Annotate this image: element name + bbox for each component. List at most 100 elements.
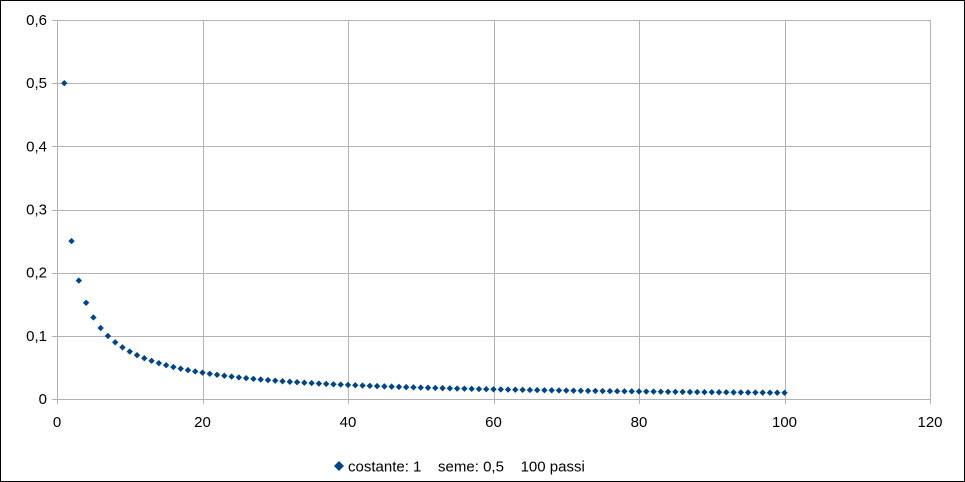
- data-point: [512, 386, 519, 393]
- data-point: [650, 388, 657, 395]
- y-tick-label: 0: [39, 391, 47, 408]
- data-point: [272, 377, 279, 384]
- legend: costante: 1 seme: 0,5 100 passi: [334, 459, 585, 476]
- data-point: [541, 387, 548, 394]
- data-point: [213, 371, 221, 379]
- x-tick-label: 40: [340, 414, 357, 431]
- x-tick-label: 120: [917, 414, 942, 431]
- data-point: [235, 374, 243, 381]
- data-point: [686, 388, 694, 396]
- data-point: [133, 351, 141, 359]
- data-point: [148, 357, 155, 365]
- data-point: [112, 339, 119, 346]
- data-point: [141, 354, 148, 362]
- data-point: [264, 376, 272, 384]
- data-point: [555, 387, 563, 394]
- data-point: [337, 381, 344, 388]
- data-point: [359, 382, 366, 389]
- data-point: [381, 383, 388, 390]
- data-point: [635, 388, 643, 395]
- data-point: [694, 388, 701, 396]
- data-point: [388, 383, 395, 390]
- data-point: [417, 384, 424, 391]
- data-point: [126, 348, 133, 355]
- y-axis-tick-labels: 0 0,1 0,2 0,3 0,4 0,5 0,6: [26, 12, 47, 408]
- data-point: [759, 389, 766, 396]
- data-point: [453, 385, 461, 392]
- data-point: [723, 389, 730, 396]
- data-point: [628, 388, 635, 395]
- data-point: [781, 389, 788, 397]
- data-point: [664, 388, 672, 395]
- data-point: [606, 387, 614, 395]
- data-point: [432, 384, 439, 392]
- data-point: [424, 384, 432, 391]
- data-point: [599, 387, 606, 395]
- y-tick-label: 0,6: [26, 12, 47, 29]
- y-tick-label: 0,4: [26, 138, 47, 155]
- data-point: [293, 378, 301, 386]
- data-point: [766, 389, 774, 396]
- data-point: [155, 359, 163, 367]
- data-point: [461, 385, 468, 392]
- data-point: [584, 387, 592, 395]
- data-point: [708, 388, 715, 396]
- y-tick-label: 0,1: [26, 328, 47, 345]
- data-point: [344, 381, 352, 389]
- y-tick-label: 0,5: [26, 75, 47, 92]
- x-tick-label: 20: [194, 414, 211, 431]
- legend-marker: [334, 461, 344, 471]
- data-point: [519, 386, 526, 394]
- data-point: [395, 383, 403, 391]
- data-point: [162, 362, 170, 369]
- data-point: [504, 386, 512, 393]
- data-point: [315, 380, 323, 387]
- data-point: [199, 369, 206, 376]
- data-point: [308, 379, 315, 387]
- data-point: [90, 314, 97, 321]
- data-point: [322, 380, 330, 388]
- data-point: [61, 79, 68, 87]
- data-point: [68, 237, 75, 245]
- data-point: [548, 387, 555, 394]
- data-point: [468, 385, 475, 393]
- data-point: [744, 389, 752, 396]
- data-point: [410, 384, 417, 391]
- data-point: [563, 387, 570, 394]
- data-point: [483, 385, 490, 393]
- data-point: [177, 365, 184, 372]
- x-tick-label: 80: [631, 414, 648, 431]
- data-point: [82, 299, 90, 306]
- data-point: [592, 387, 599, 395]
- legend-label: costante: 1 seme: 0,5 100 passi: [348, 459, 585, 476]
- x-axis-tick-labels: 0 20 40 60 80 100 120: [53, 414, 943, 431]
- data-point: [679, 388, 686, 396]
- grid-lines: [57, 20, 931, 399]
- data-point: [752, 389, 759, 396]
- data-point: [301, 379, 308, 386]
- data-point: [366, 382, 374, 390]
- data-point: [526, 386, 534, 394]
- axes: [52, 20, 931, 404]
- data-point: [373, 382, 381, 390]
- data-point: [192, 368, 199, 375]
- data-point: [497, 386, 504, 393]
- data-point: [533, 386, 541, 394]
- data-point: [279, 378, 286, 385]
- data-point: [643, 388, 650, 395]
- data-points: [61, 79, 788, 397]
- data-point: [446, 385, 454, 392]
- data-point: [184, 366, 192, 374]
- data-point: [221, 372, 228, 379]
- data-point: [104, 332, 112, 340]
- data-point: [206, 370, 213, 377]
- data-point: [701, 388, 708, 396]
- y-tick-label: 0,2: [26, 265, 47, 282]
- data-point: [570, 387, 577, 394]
- data-point: [577, 387, 584, 394]
- x-tick-label: 100: [772, 414, 797, 431]
- data-point: [250, 375, 257, 383]
- data-point: [730, 389, 737, 396]
